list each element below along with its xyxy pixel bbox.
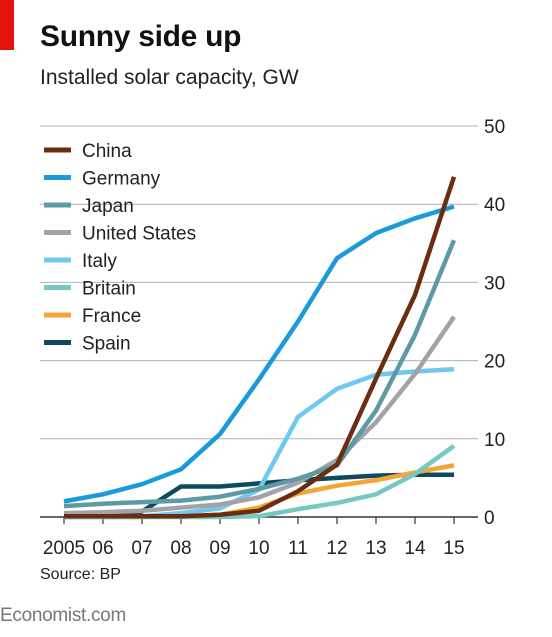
y-tick-label: 30: [484, 273, 505, 294]
legend: China Germany Japan United States Italy Brita…: [44, 141, 196, 355]
x-tick-label: 10: [248, 538, 269, 559]
chart-subtitle: Installed solar capacity, GW: [40, 66, 299, 89]
y-tick-label: 50: [484, 117, 505, 138]
y-tick-label: 40: [484, 195, 505, 216]
x-tick-label: 12: [326, 538, 347, 559]
x-tick-label: 15: [443, 538, 464, 559]
x-tick-label: 06: [92, 538, 113, 559]
legend-label: Germany: [82, 169, 161, 190]
brand-red-tag: [0, 0, 14, 50]
legend-label: France: [82, 306, 141, 327]
y-tick-label: 10: [484, 430, 505, 451]
x-tick-label: 09: [209, 538, 230, 559]
source-note: Source: BP: [40, 566, 121, 583]
y-tick-label: 0: [484, 508, 495, 529]
legend-label: China: [82, 141, 132, 162]
x-tick-label: 14: [404, 538, 426, 559]
series-line-united-states: [63, 315, 456, 516]
series-line-china: [64, 176, 457, 519]
legend-label: Japan: [82, 196, 134, 217]
legend-label: Britain: [82, 279, 136, 300]
x-tick-label: 08: [170, 538, 191, 559]
x-axis-ticks: 2005 06 07 08 09 10 11 12 13 14 15: [43, 517, 465, 559]
legend-label: United States: [82, 224, 196, 245]
y-tick-label: 20: [484, 352, 505, 373]
series-line-germany: [63, 204, 455, 504]
series-lines: [63, 176, 457, 520]
x-tick-label: 11: [288, 538, 308, 559]
x-tick-label: 13: [365, 538, 386, 559]
x-tick-label: 07: [131, 538, 152, 559]
series-line-italy: [63, 366, 455, 520]
y-axis-ticks: 0 10 20 30 40 50: [484, 117, 505, 529]
chart-title: Sunny side up: [40, 20, 242, 53]
x-tick-label: 2005: [43, 538, 85, 559]
legend-label: Spain: [82, 334, 131, 355]
legend-label: Italy: [82, 251, 117, 272]
series-line-japan: [63, 239, 457, 509]
brand-footer: Economist.com: [0, 605, 126, 626]
